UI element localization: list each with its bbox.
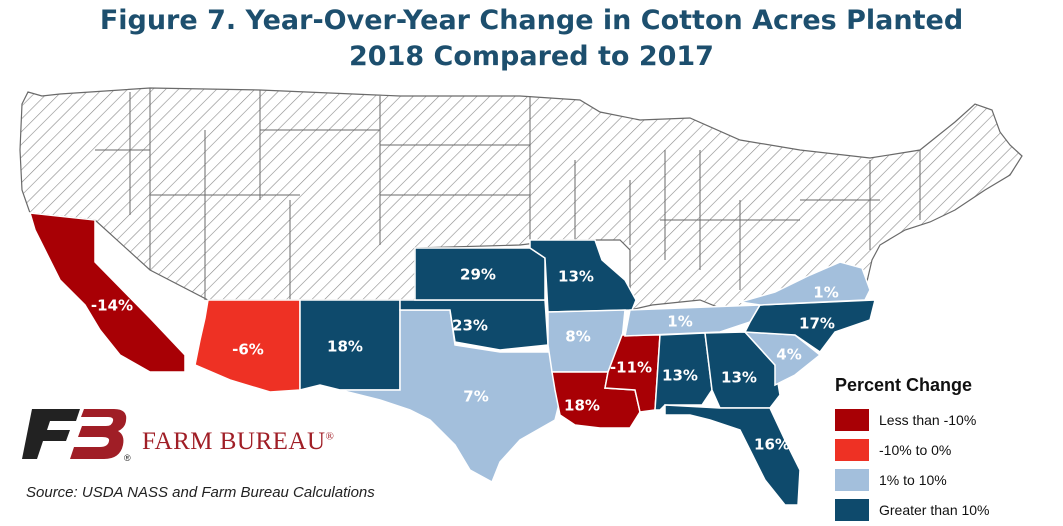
cotton-states <box>28 212 876 506</box>
label-new-mexico: 18% <box>327 338 363 356</box>
label-arkansas: 8% <box>565 328 590 346</box>
legend-label: Less than -10% <box>879 411 977 428</box>
label-north-carolina: 17% <box>799 315 835 333</box>
state-tennessee <box>624 304 762 337</box>
label-south-carolina: 4% <box>776 346 801 364</box>
fb-logo-icon <box>22 409 127 459</box>
legend-item-greater-than-10: Greater than 10% <box>835 496 1045 523</box>
state-california <box>28 212 186 373</box>
state-texas <box>339 309 561 484</box>
legend-item-neg10-to-0: -10% to 0% <box>835 436 1045 463</box>
legend-swatch <box>835 468 869 491</box>
legend-item-1-to-10: 1% to 10% <box>835 466 1045 493</box>
legend-label: 1% to 10% <box>879 471 947 488</box>
farm-bureau-logo: ® <box>22 409 131 463</box>
state-missouri <box>529 239 637 313</box>
label-kansas: 29% <box>460 266 496 284</box>
legend-item-less-than-neg10: Less than -10% <box>835 406 1045 433</box>
state-kansas <box>414 247 546 301</box>
legend: Percent Change Less than -10% -10% to 0%… <box>835 375 1045 526</box>
label-mississippi: -11% <box>610 359 652 377</box>
legend-title: Percent Change <box>835 375 973 395</box>
legend-label: -10% to 0% <box>879 441 952 458</box>
state-oklahoma <box>399 299 549 351</box>
registered-mark: ® <box>124 453 131 463</box>
figure-subtitle: 2018 Compared to 2017 <box>349 41 714 72</box>
label-arizona: -6% <box>232 341 264 359</box>
label-alabama: 13% <box>662 367 698 385</box>
label-oklahoma: 23% <box>452 317 488 335</box>
brand-name: FARM BUREAU® <box>142 428 335 455</box>
label-texas: 7% <box>463 388 488 406</box>
figure-title: Figure 7. Year-Over-Year Change in Cotto… <box>99 5 964 36</box>
registered-mark-text: ® <box>325 430 335 443</box>
label-missouri: 13% <box>558 268 594 286</box>
label-florida: 16% <box>754 436 790 454</box>
label-tennessee: 1% <box>667 313 692 331</box>
legend-label: Greater than 10% <box>879 501 990 518</box>
label-california: -14% <box>91 297 133 315</box>
state-value-labels: -14% -6% 18% 7% 23% 29% 13% 8% 18% -11% … <box>91 266 839 454</box>
state-borders <box>95 88 921 300</box>
source-note: Source: USDA NASS and Farm Bureau Calcul… <box>26 484 375 501</box>
legend-swatch <box>835 408 869 431</box>
state-north-carolina <box>743 299 876 354</box>
legend-swatch <box>835 438 869 461</box>
label-virginia: 1% <box>813 284 838 302</box>
label-louisiana: 18% <box>564 397 600 415</box>
legend-swatch <box>835 498 869 521</box>
state-virginia <box>739 261 871 306</box>
label-georgia: 13% <box>721 369 757 387</box>
state-florida <box>664 404 801 506</box>
